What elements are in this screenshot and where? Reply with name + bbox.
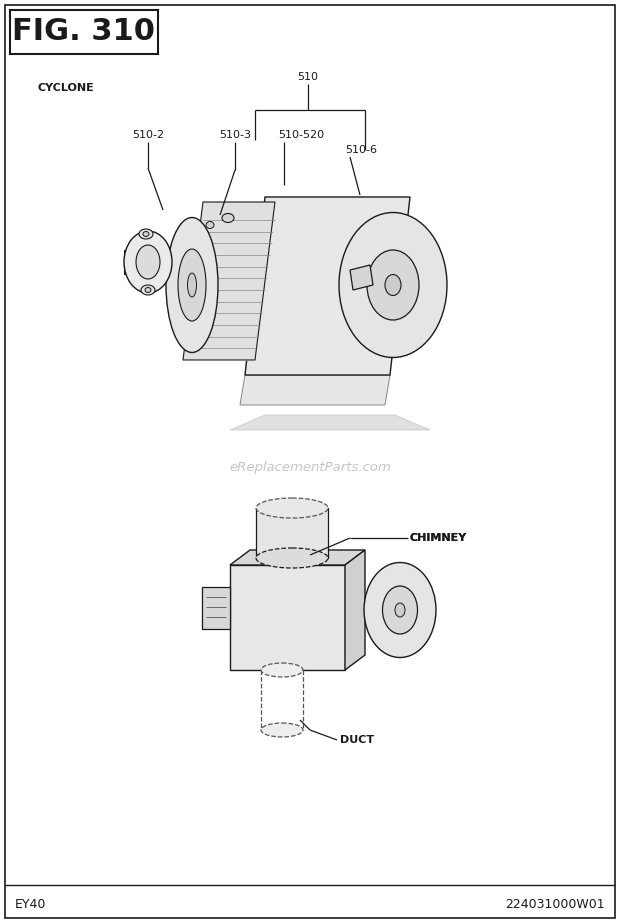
Ellipse shape [178,249,206,321]
Ellipse shape [364,562,436,657]
Text: 510: 510 [298,72,319,82]
Ellipse shape [124,231,172,293]
Text: 510-520: 510-520 [278,130,324,140]
Bar [10,10,158,54]
Ellipse shape [256,548,328,568]
Text: DUCT: DUCT [340,735,374,745]
Text: 510-6: 510-6 [345,145,377,155]
Polygon shape [230,565,345,670]
Polygon shape [245,197,410,375]
Polygon shape [202,587,230,629]
Text: FIG. 310: FIG. 310 [12,18,156,46]
Text: 224031000W01: 224031000W01 [505,898,605,912]
Polygon shape [230,415,430,430]
Ellipse shape [222,213,234,222]
Ellipse shape [187,273,197,297]
Ellipse shape [256,498,328,518]
Ellipse shape [166,218,218,353]
Text: eReplacementParts.com: eReplacementParts.com [229,462,391,474]
Polygon shape [124,250,172,274]
Ellipse shape [383,586,417,634]
Polygon shape [183,202,275,360]
Polygon shape [345,550,365,670]
Ellipse shape [339,212,447,357]
Ellipse shape [206,222,214,229]
Ellipse shape [141,285,155,295]
Ellipse shape [395,603,405,617]
Polygon shape [240,375,390,405]
Ellipse shape [143,232,149,236]
Ellipse shape [139,229,153,239]
Text: 510-3: 510-3 [219,130,251,140]
Ellipse shape [261,723,303,737]
Text: CHIMNEY: CHIMNEY [410,533,467,543]
Text: CHIMNEY: CHIMNEY [410,533,467,543]
Ellipse shape [261,663,303,677]
Ellipse shape [367,250,419,320]
Polygon shape [350,265,373,290]
Text: EY40: EY40 [15,898,46,912]
Polygon shape [230,550,365,565]
Ellipse shape [136,245,160,279]
Text: CYCLONE: CYCLONE [38,83,95,93]
Text: 510-2: 510-2 [132,130,164,140]
Ellipse shape [385,274,401,295]
Polygon shape [256,508,328,558]
Ellipse shape [145,287,151,293]
